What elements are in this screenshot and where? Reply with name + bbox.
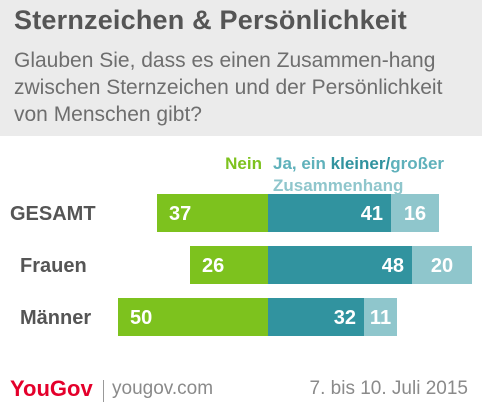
- bar-grosser-gesamt: [391, 194, 439, 232]
- footer-divider: [103, 380, 104, 402]
- bar-chart: Nein Ja, ein kleiner/großer Zusammenhang…: [10, 154, 472, 336]
- footer-url: yougov.com: [112, 378, 214, 399]
- bar-nein-gesamt: [157, 194, 268, 232]
- bar-kleiner-frauen: [268, 246, 412, 284]
- header-panel: Sternzeichen & Persönlichkeit Glauben Si…: [0, 0, 482, 136]
- legend-ja: Ja, ein kleiner/großer: [273, 154, 444, 173]
- legend-ja-prefix: Ja, ein: [273, 154, 331, 173]
- page-subtitle: Glauben Sie, dass es einen Zusammen-hang…: [14, 49, 443, 126]
- category-label-gesamt: GESAMT: [10, 203, 96, 225]
- bar-grosser-frauen: [412, 246, 472, 284]
- value-nein-frauen: 26: [202, 255, 224, 277]
- legend-kleiner: kleiner: [331, 154, 386, 173]
- value-kleiner-frauen: 48: [382, 255, 404, 277]
- value-kleiner-gesamt: 41: [361, 203, 383, 225]
- bar-nein-frauen: [190, 246, 268, 284]
- chart-legend: Nein Ja, ein kleiner/großer Zusammenhang: [225, 154, 444, 195]
- footer-date: 7. bis 10. Juli 2015: [309, 378, 468, 399]
- value-nein-gesamt: 37: [169, 203, 191, 225]
- value-grosser-gesamt: 16: [404, 203, 426, 225]
- value-nein-maenner: 50: [130, 307, 152, 329]
- yougov-logo: YouGov: [10, 376, 93, 401]
- value-kleiner-maenner: 32: [334, 307, 356, 329]
- legend-grosser: großer: [390, 154, 444, 173]
- bar-kleiner-maenner: [268, 298, 364, 336]
- category-label-maenner: Männer: [20, 307, 91, 329]
- value-grosser-maenner: 11: [370, 307, 391, 329]
- category-label-frauen: Frauen: [20, 255, 87, 277]
- legend-slash: /: [385, 154, 390, 173]
- legend-nein: Nein: [225, 154, 262, 173]
- bar-grosser-maenner: [364, 298, 397, 336]
- page-title: Sternzeichen & Persönlichkeit: [14, 5, 407, 35]
- bar-nein-maenner: [118, 298, 268, 336]
- legend-zusammenhang: Zusammenhang: [273, 176, 403, 195]
- bar-kleiner-gesamt: [268, 194, 391, 232]
- bar-group: GESAMT 37 41 16 Frauen 26 48 20 Männer 50 32 11: [10, 194, 472, 336]
- value-grosser-frauen: 20: [431, 255, 453, 277]
